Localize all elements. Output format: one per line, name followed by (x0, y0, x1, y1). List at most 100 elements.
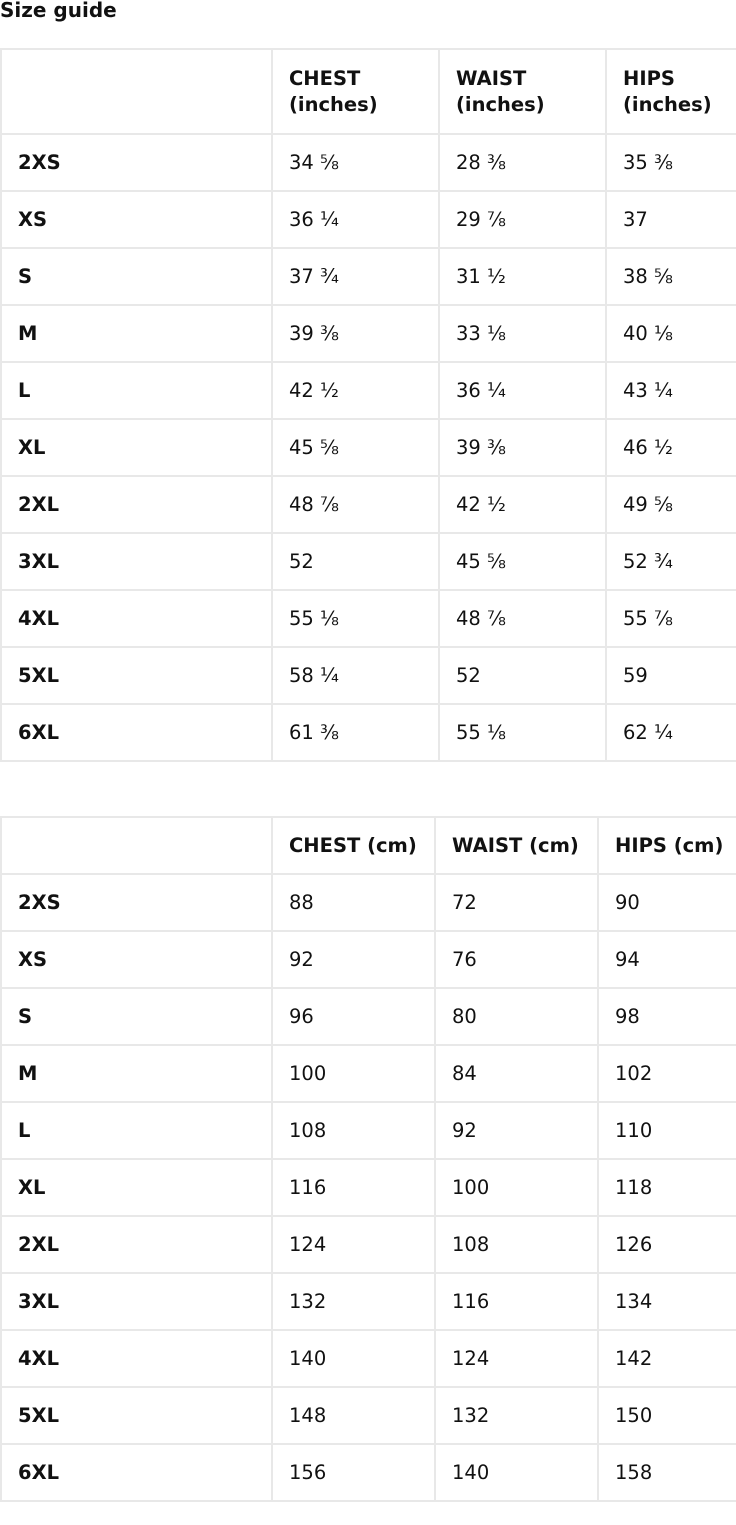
measurement-cell: 52 (438, 646, 607, 705)
measurement-cell: 58 ¼ (271, 646, 440, 705)
size-label: M (0, 304, 273, 363)
column-header: WAIST (cm) (434, 816, 599, 875)
measurement-cell: 42 ½ (438, 475, 607, 534)
column-header: CHEST (inches) (271, 48, 440, 135)
measurement-cell: 140 (434, 1443, 599, 1502)
measurement-cell: 80 (434, 987, 599, 1046)
measurement-cell: 150 (597, 1386, 736, 1445)
measurement-cell: 148 (271, 1386, 436, 1445)
measurement-cell: 42 ½ (271, 361, 440, 420)
measurement-cell: 88 (271, 873, 436, 932)
size-label: 2XS (0, 873, 273, 932)
measurement-cell: 132 (271, 1272, 436, 1331)
measurement-cell: 92 (434, 1101, 599, 1160)
measurement-cell: 76 (434, 930, 599, 989)
table-row: 2XS 88 72 90 (0, 873, 736, 932)
measurement-cell: 156 (271, 1443, 436, 1502)
header-row: CHEST (cm) WAIST (cm) HIPS (cm) (0, 816, 736, 875)
measurement-cell: 31 ½ (438, 247, 607, 306)
table-row: 5XL 58 ¼ 52 59 (0, 646, 736, 705)
table-row: 6XL 156 140 158 (0, 1443, 736, 1502)
size-label: S (0, 987, 273, 1046)
header-row: CHEST (inches) WAIST (inches) HIPS (inches… (0, 48, 736, 135)
measurement-cell: 34 ⅝ (271, 133, 440, 192)
measurement-cell: 110 (597, 1101, 736, 1160)
measurement-cell: 39 ⅜ (438, 418, 607, 477)
table-row: 5XL 148 132 150 (0, 1386, 736, 1445)
measurement-cell: 84 (434, 1044, 599, 1103)
table-row: 4XL 55 ⅛ 48 ⅞ 55 ⅞ (0, 589, 736, 648)
measurement-cell: 126 (597, 1215, 736, 1274)
measurement-cell: 90 (597, 873, 736, 932)
size-label: M (0, 1044, 273, 1103)
column-header: HIPS (cm) (597, 816, 736, 875)
measurement-cell: 116 (271, 1158, 436, 1217)
measurement-cell: 59 (605, 646, 736, 705)
size-label: 6XL (0, 1443, 273, 1502)
table-row: 2XS 34 ⅝ 28 ⅜ 35 ⅜ (0, 133, 736, 192)
measurement-cell: 55 ⅛ (438, 703, 607, 762)
measurement-cell: 45 ⅝ (438, 532, 607, 591)
table-row: L 108 92 110 (0, 1101, 736, 1160)
measurement-cell: 98 (597, 987, 736, 1046)
measurement-cell: 48 ⅞ (271, 475, 440, 534)
measurement-cell: 52 ¾ (605, 532, 736, 591)
table-row: 6XL 61 ⅜ 55 ⅛ 62 ¼ (0, 703, 736, 762)
size-label: 3XL (0, 532, 273, 591)
measurement-cell: 29 ⅞ (438, 190, 607, 249)
size-label: XL (0, 1158, 273, 1217)
measurement-cell: 140 (271, 1329, 436, 1388)
measurement-cell: 62 ¼ (605, 703, 736, 762)
table-row: S 37 ¾ 31 ½ 38 ⅝ (0, 247, 736, 306)
measurement-cell: 96 (271, 987, 436, 1046)
measurement-cell: 100 (434, 1158, 599, 1217)
table-row: XS 36 ¼ 29 ⅞ 37 (0, 190, 736, 249)
measurement-cell: 33 ⅛ (438, 304, 607, 363)
header-size (0, 816, 273, 875)
table-row: 4XL 140 124 142 (0, 1329, 736, 1388)
table-row: 3XL 132 116 134 (0, 1272, 736, 1331)
measurement-cell: 134 (597, 1272, 736, 1331)
measurement-cell: 28 ⅜ (438, 133, 607, 192)
measurement-cell: 55 ⅛ (271, 589, 440, 648)
header-size (0, 48, 273, 135)
measurement-cell: 38 ⅝ (605, 247, 736, 306)
measurement-cell: 102 (597, 1044, 736, 1103)
measurement-cell: 108 (434, 1215, 599, 1274)
table-row: M 100 84 102 (0, 1044, 736, 1103)
column-header: CHEST (cm) (271, 816, 436, 875)
size-label: 6XL (0, 703, 273, 762)
measurement-cell: 43 ¼ (605, 361, 736, 420)
measurement-cell: 40 ⅛ (605, 304, 736, 363)
measurement-cell: 116 (434, 1272, 599, 1331)
measurement-cell: 35 ⅜ (605, 133, 736, 192)
size-label: 2XL (0, 1215, 273, 1274)
measurement-cell: 55 ⅞ (605, 589, 736, 648)
column-header: HIPS (inches) (605, 48, 736, 135)
measurement-cell: 94 (597, 930, 736, 989)
table-row: 2XL 48 ⅞ 42 ½ 49 ⅝ (0, 475, 736, 534)
measurement-cell: 142 (597, 1329, 736, 1388)
measurement-cell: 158 (597, 1443, 736, 1502)
measurement-cell: 100 (271, 1044, 436, 1103)
measurement-cell: 132 (434, 1386, 599, 1445)
table-row: XL 116 100 118 (0, 1158, 736, 1217)
measurement-cell: 39 ⅜ (271, 304, 440, 363)
size-label: XS (0, 190, 273, 249)
measurement-cell: 118 (597, 1158, 736, 1217)
measurement-cell: 48 ⅞ (438, 589, 607, 648)
measurement-cell: 92 (271, 930, 436, 989)
measurement-cell: 72 (434, 873, 599, 932)
measurement-cell: 124 (271, 1215, 436, 1274)
table-row: L 42 ½ 36 ¼ 43 ¼ (0, 361, 736, 420)
measurement-cell: 46 ½ (605, 418, 736, 477)
size-label: 5XL (0, 1386, 273, 1445)
size-label: 2XL (0, 475, 273, 534)
size-label: L (0, 1101, 273, 1160)
measurement-cell: 108 (271, 1101, 436, 1160)
measurement-cell: 61 ⅜ (271, 703, 440, 762)
size-table-inches: CHEST (inches) WAIST (inches) HIPS (inches… (0, 48, 736, 762)
measurement-cell: 36 ¼ (271, 190, 440, 249)
size-label: 4XL (0, 1329, 273, 1388)
page-title: Size guide (0, 0, 117, 22)
